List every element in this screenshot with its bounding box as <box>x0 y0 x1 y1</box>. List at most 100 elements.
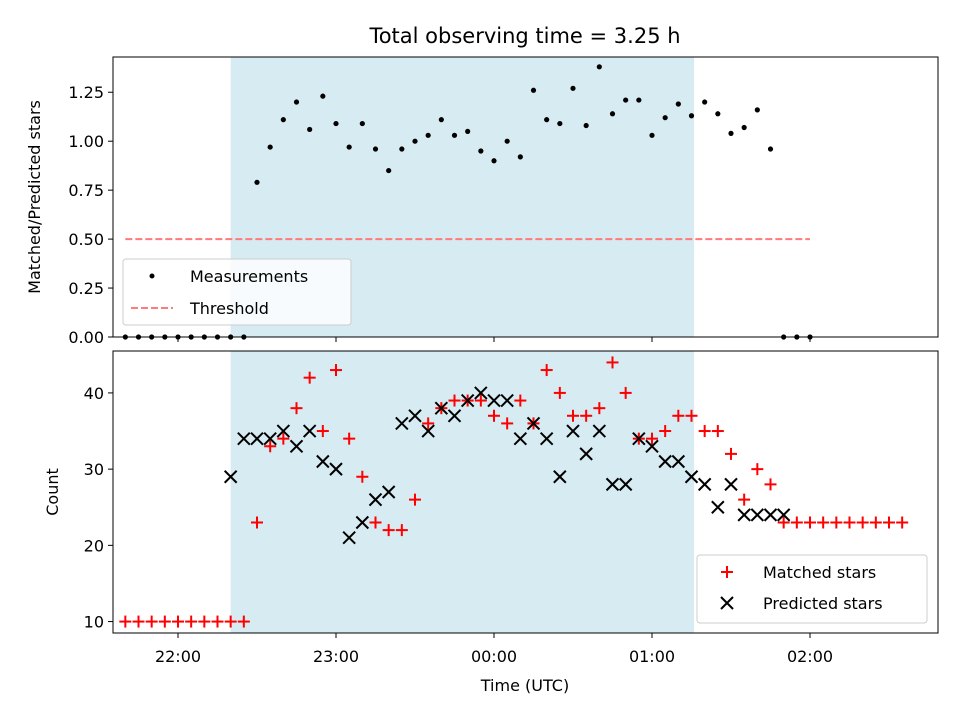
legend-matched-marker <box>721 566 733 578</box>
matched-star-point <box>395 524 408 537</box>
matched-star-point <box>659 425 672 438</box>
bottom-legend: Matched stars Predicted stars <box>696 554 928 624</box>
predicted-star-point <box>671 454 686 469</box>
chart-title: Total observing time = 3.25 h <box>368 24 680 48</box>
matched-star-point <box>540 364 553 377</box>
measurement-point <box>754 107 760 113</box>
matched-star-point <box>369 516 382 529</box>
top-y-tick-label: 0.50 <box>68 230 104 249</box>
matched-star-point <box>883 516 895 529</box>
measurement-point <box>662 115 668 121</box>
bottom-x-ticks: 22:00 23:00 00:00 01:00 02:00 <box>155 633 833 666</box>
predicted-star-point <box>632 431 646 446</box>
bottom-y-tick-label: 40 <box>84 384 104 403</box>
matched-star-point <box>817 516 830 529</box>
measurement-point <box>293 99 300 105</box>
measurement-point <box>609 111 616 117</box>
predicted-star-point <box>684 470 699 484</box>
predicted-star-point <box>223 470 238 484</box>
predicted-star-point <box>289 439 304 453</box>
predicted-star-point <box>618 477 633 492</box>
predicted-star-point <box>697 477 712 492</box>
predicted-star-point <box>395 416 409 431</box>
top-y-tick-label: 0.25 <box>68 279 104 298</box>
matched-star-point <box>869 516 882 529</box>
measurement-point <box>702 99 708 105</box>
measurement-point <box>596 64 602 70</box>
matched-star-point <box>119 615 132 628</box>
matched-star-point <box>580 409 593 422</box>
predicted-star-point <box>539 431 554 446</box>
measurement-point <box>254 179 260 185</box>
top-x-ticks <box>177 337 811 342</box>
measurement-point <box>412 138 418 144</box>
bottom-x-tick-label: 23:00 <box>313 647 359 666</box>
measurement-point <box>570 85 576 91</box>
legend-predicted-marker <box>720 596 734 610</box>
matched-star-point <box>251 516 263 529</box>
matched-star-point <box>711 425 724 438</box>
top-y-tick-label: 1.25 <box>68 83 104 102</box>
measurement-point <box>675 101 681 107</box>
matched-star-point <box>303 371 316 384</box>
predicted-star-point <box>513 431 528 446</box>
matched-star-point <box>606 356 619 369</box>
top-y-axis-label: Matched/Predicted stars <box>25 100 44 294</box>
measurement-point <box>636 97 642 103</box>
matched-star-point <box>830 516 843 529</box>
matched-star-point <box>593 402 606 415</box>
legend-predicted-label: Predicted stars <box>763 594 883 613</box>
predicted-star-point <box>763 508 778 522</box>
matched-star-point <box>764 478 777 491</box>
matched-star-point <box>685 409 698 422</box>
predicted-star-point <box>302 424 317 438</box>
bottom-x-tick-label: 02:00 <box>787 647 833 666</box>
matched-star-point <box>843 516 856 529</box>
legend-matched-label: Matched stars <box>763 563 876 582</box>
measurement-point <box>688 113 695 119</box>
legend-measurements-label: Measurements <box>190 267 308 286</box>
matched-star-point <box>343 432 356 445</box>
measurement-point <box>649 132 655 138</box>
matched-star-point <box>172 615 184 628</box>
predicted-star-point <box>566 424 580 438</box>
legend-measurements-marker <box>149 273 155 279</box>
measurement-point <box>372 146 379 152</box>
measurement-point <box>491 158 497 164</box>
matched-star-point <box>198 615 211 628</box>
matched-star-point <box>514 394 527 407</box>
measurement-point <box>741 124 747 131</box>
measurement-point <box>386 167 392 174</box>
measurement-point <box>280 117 286 123</box>
predicted-star-point <box>645 439 659 453</box>
bottom-x-tick-label: 01:00 <box>629 647 675 666</box>
predicted-star-point <box>605 477 620 492</box>
predicted-star-point <box>368 492 383 507</box>
matched-star-point <box>672 409 685 422</box>
bottom-shaded-span <box>230 351 695 633</box>
top-y-tick-label: 1.00 <box>68 132 104 151</box>
matched-star-point <box>409 493 421 506</box>
predicted-star-point <box>724 477 738 492</box>
measurement-point <box>583 122 589 129</box>
top-panel: 0.00 0.25 0.50 0.75 1.00 1.25 Matched/Predict… <box>25 56 939 347</box>
predicted-star-point <box>776 508 791 522</box>
measurement-point <box>425 132 431 138</box>
predicted-star-point <box>329 462 343 476</box>
matched-star-point <box>277 432 290 445</box>
measurement-point <box>728 130 734 136</box>
predicted-star-point <box>526 416 541 431</box>
bottom-y-axis-label: Count <box>43 468 62 516</box>
predicted-star-point <box>592 424 607 438</box>
matched-star-point <box>698 425 711 438</box>
matched-star-point <box>619 386 632 399</box>
matched-star-point <box>422 417 435 430</box>
matched-star-point <box>264 440 277 453</box>
matched-star-point <box>488 409 500 422</box>
matched-star-point <box>738 493 751 506</box>
bottom-panel-frame <box>112 350 939 634</box>
x-axis-label: Time (UTC) <box>480 676 569 695</box>
measurement-point <box>399 146 405 152</box>
measurement-point <box>715 111 721 117</box>
